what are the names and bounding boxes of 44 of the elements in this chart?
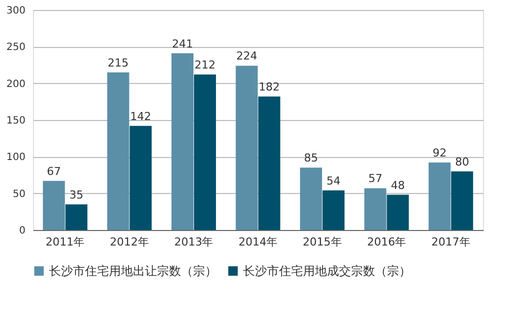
y-tick-label: 100: [6, 152, 26, 164]
bar: [300, 168, 322, 230]
data-label: 80: [455, 155, 470, 168]
bar: [322, 190, 345, 230]
x-tick-label: 2014年: [238, 236, 278, 248]
data-label: 85: [304, 152, 318, 165]
data-label: 212: [194, 58, 216, 72]
bar: [364, 188, 386, 230]
y-tick-label: 300: [6, 6, 26, 16]
x-tick-label: 2017年: [431, 236, 470, 248]
bar: [258, 96, 280, 230]
bar: [107, 72, 130, 230]
y-tick-label: 150: [6, 116, 26, 126]
y-tick-label: 250: [6, 42, 26, 54]
bar: [130, 126, 152, 230]
data-label: 57: [368, 172, 382, 186]
bar: [194, 74, 216, 230]
bar: [428, 162, 451, 230]
data-label: 215: [108, 56, 129, 70]
legend-label: 长沙市住宅用地出让宗数（宗）: [49, 264, 217, 278]
y-tick-label: 200: [6, 78, 26, 90]
data-label: 241: [172, 37, 193, 50]
bar: [386, 194, 409, 230]
bar: [451, 171, 474, 230]
data-label: 48: [390, 178, 405, 192]
bar: [65, 204, 88, 230]
x-tick-label: 2011年: [46, 236, 85, 248]
data-label: 35: [69, 188, 84, 202]
legend-label: 长沙市住宅用地成交宗数（宗）: [243, 264, 411, 278]
data-label: 92: [432, 146, 447, 160]
bar: [236, 66, 258, 230]
data-label: 67: [46, 164, 61, 178]
data-label: 142: [130, 110, 152, 123]
data-label: 54: [326, 174, 341, 188]
data-label: 224: [236, 50, 258, 63]
data-label: 182: [258, 80, 280, 94]
x-tick-label: 2015年: [302, 236, 342, 248]
y-tick-label: 50: [12, 188, 26, 200]
x-tick-label: 2013年: [174, 236, 214, 248]
y-tick-label: 0: [19, 226, 26, 236]
x-tick-label: 2012年: [110, 236, 149, 248]
x-tick-label: 2016年: [367, 236, 406, 248]
bar: [171, 53, 194, 230]
bar: [42, 180, 65, 230]
